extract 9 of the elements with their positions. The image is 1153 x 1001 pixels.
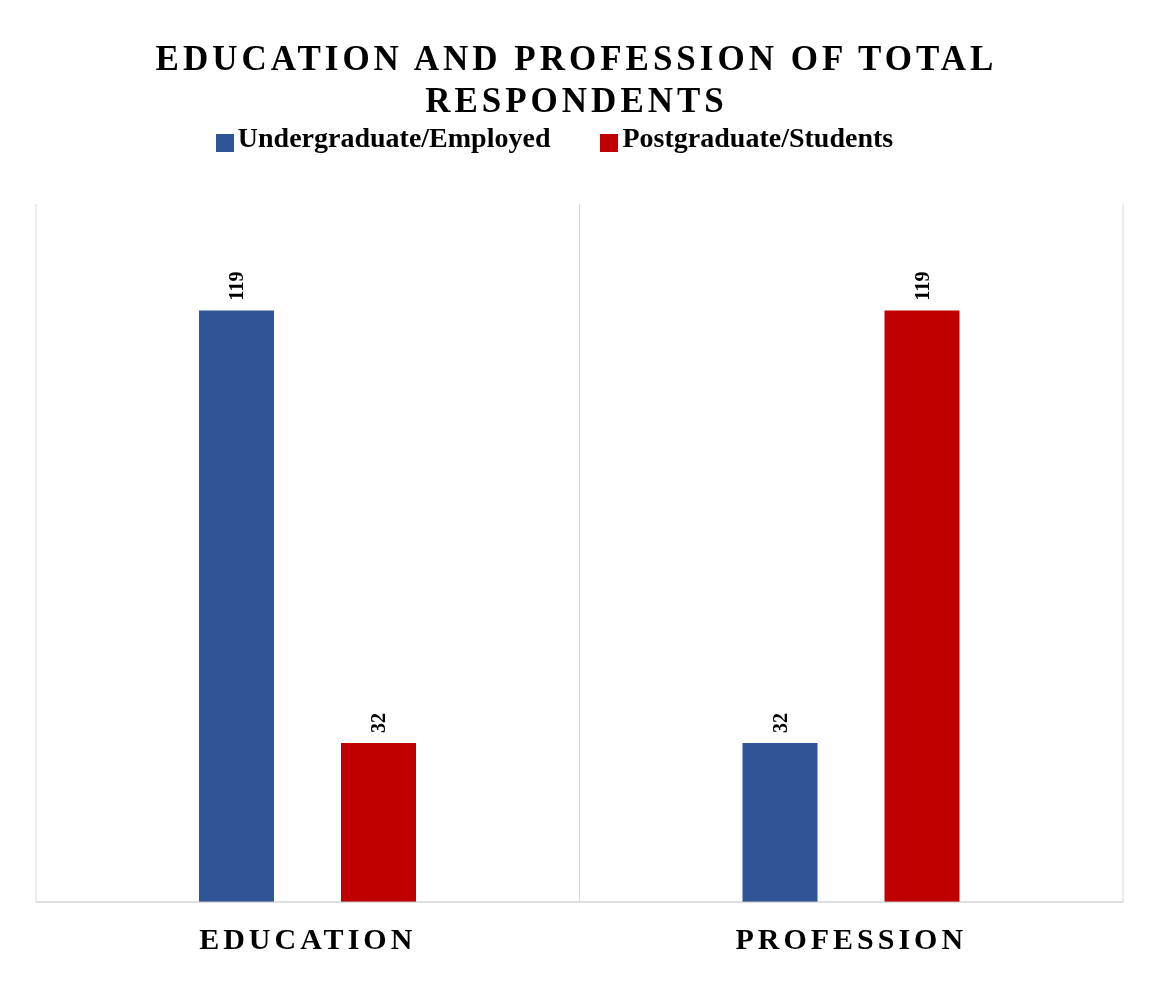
data-label: 119 xyxy=(225,271,248,301)
legend-label: Postgraduate/Students xyxy=(622,122,894,153)
x-tick-label: EDUCATION xyxy=(199,922,417,956)
data-label: 32 xyxy=(367,712,390,733)
chart-title: EDUCATION AND PROFESSION OF TOTAL RESPONDENTS xyxy=(154,38,999,122)
x-tick-label: PROFESSION xyxy=(735,922,968,956)
legend-label: Undergraduate/Employed xyxy=(237,122,551,153)
data-label: 119 xyxy=(911,271,933,301)
data-label: 32 xyxy=(769,712,791,733)
